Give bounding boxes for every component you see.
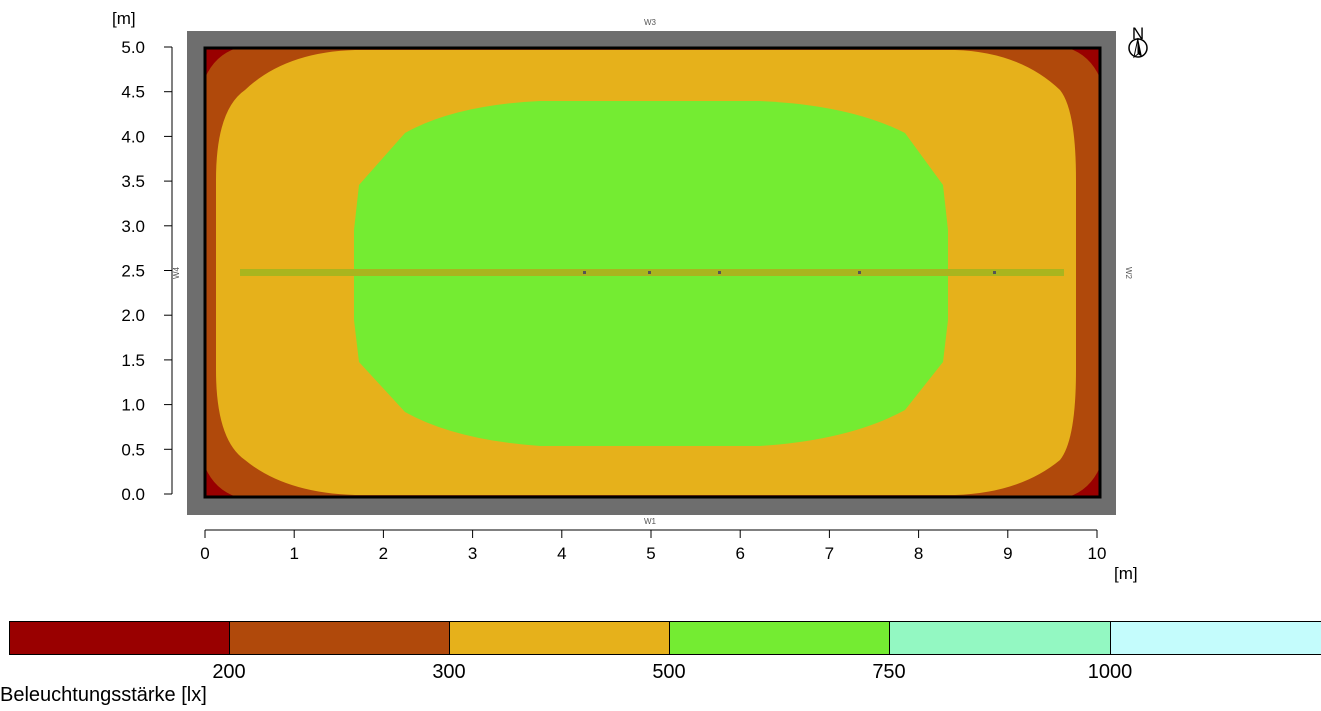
wall-label-top: W3 <box>644 18 657 27</box>
x-tick-label: 5 <box>646 544 655 563</box>
x-axis-ticks: 0 1 2 3 4 5 6 7 8 9 10 <box>200 530 1106 563</box>
room-border <box>203 46 1102 499</box>
y-tick-label: 4.0 <box>121 127 145 146</box>
wall-label-right: W2 <box>1124 267 1133 280</box>
zone-below-200-top-left <box>205 48 237 78</box>
x-tick-label: 7 <box>825 544 834 563</box>
legend-tick-label: 200 <box>212 661 246 683</box>
x-tick-label: 8 <box>914 544 923 563</box>
illuminance-legend-bar <box>9 621 1321 655</box>
zone-below-200-bottom-right <box>1068 467 1100 497</box>
x-tick-label: 6 <box>735 544 744 563</box>
legend-color-segment <box>1111 622 1321 654</box>
north-label: N <box>1132 24 1144 43</box>
legend-color-segment <box>670 622 890 654</box>
y-tick-label: 3.5 <box>121 172 145 191</box>
y-tick-label: 1.5 <box>121 351 145 370</box>
x-tick-label: 10 <box>1088 544 1107 563</box>
legend-tick-label: 500 <box>652 661 686 683</box>
y-tick-label: 2.0 <box>121 306 145 325</box>
y-tick-label: 4.5 <box>121 83 145 102</box>
legend-color-segment <box>890 622 1111 654</box>
wall-label-bottom: W1 <box>644 517 657 526</box>
illuminance-plot: W3 W1 W4 W2 [m] 0.0 0.5 1.0 1.5 2.0 2.5 3.0 3.5… <box>112 9 1148 583</box>
y-tick-label: 5.0 <box>121 38 145 57</box>
y-tick-label: 1.0 <box>121 396 145 415</box>
luminaire-strip <box>240 269 1064 276</box>
legend-tick-label: 300 <box>432 661 466 683</box>
y-tick-label: 0.0 <box>121 485 145 504</box>
luminaire-marks <box>583 271 996 274</box>
y-tick-label: 0.5 <box>121 440 145 459</box>
legend-title: Beleuchtungsstärke [lx] <box>0 684 207 706</box>
y-tick-label: 3.0 <box>121 217 145 236</box>
x-axis-unit: [m] <box>1114 564 1138 583</box>
wall-label-left: W4 <box>172 266 181 279</box>
x-tick-label: 2 <box>379 544 388 563</box>
x-tick-label: 3 <box>468 544 477 563</box>
legend-color-segment <box>230 622 450 654</box>
x-tick-label: 4 <box>557 544 566 563</box>
zone-below-200-bottom-left <box>205 467 237 497</box>
y-tick-label: 2.5 <box>121 262 145 281</box>
x-tick-label: 1 <box>289 544 298 563</box>
x-tick-label: 9 <box>1003 544 1012 563</box>
legend-color-segment <box>10 622 230 654</box>
legend-tick-label: 750 <box>872 661 906 683</box>
zone-below-200-top-right <box>1068 48 1100 78</box>
legend-tick-label: 1000 <box>1087 661 1133 683</box>
legend-color-segment <box>450 622 670 654</box>
y-axis-ticks: 0.0 0.5 1.0 1.5 2.0 2.5 3.0 3.5 4.0 4.5 5.0 <box>121 38 172 504</box>
x-tick-label: 0 <box>200 544 209 563</box>
north-arrow-icon: N <box>1128 24 1148 59</box>
y-axis-unit: [m] <box>112 9 136 28</box>
